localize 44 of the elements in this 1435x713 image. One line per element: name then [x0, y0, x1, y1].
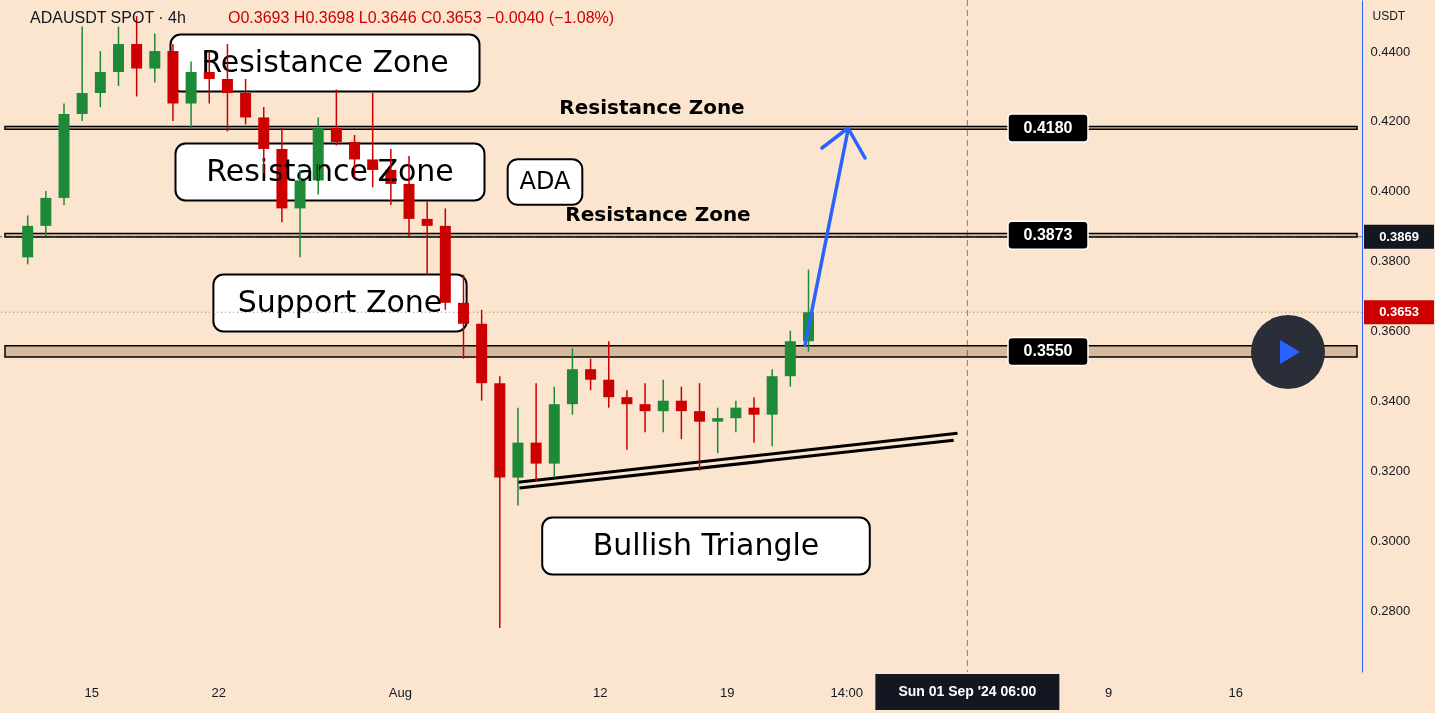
y-tick-label: 0.2800	[1370, 602, 1411, 618]
x-tick-label: 14:00	[830, 684, 864, 700]
candlestick	[694, 382, 706, 472]
candlestick	[330, 88, 342, 147]
y-tick-label: 0.4400	[1370, 43, 1411, 59]
y-tick-label: 0.4000	[1370, 183, 1411, 199]
x-tick-label: 19	[720, 684, 735, 700]
candlestick	[112, 25, 124, 87]
y-tick-label: 0.3800	[1370, 253, 1411, 269]
candlestick	[585, 357, 597, 391]
candlestick	[476, 309, 488, 402]
ref-line-label: 0.3869	[1379, 228, 1419, 244]
y-tick-label: 0.3000	[1370, 533, 1411, 549]
candlestick	[22, 214, 34, 266]
candlestick	[94, 50, 106, 108]
x-tick-label: 12	[592, 684, 608, 700]
x-tick-label: Aug	[388, 684, 412, 700]
annotation: Resistance Zone	[565, 202, 751, 226]
annotation: Resistance Zone	[559, 95, 745, 119]
text: ADAUSDT SPOT · 4h	[30, 9, 186, 26]
x-tick-label: 16	[1228, 684, 1243, 700]
ref-line-label: Sun 01 Sep '24 06:00	[898, 683, 1037, 699]
candlestick	[784, 330, 796, 388]
ref-line-label: 0.3653	[1379, 304, 1419, 320]
x-tick-label: 9	[1104, 684, 1113, 700]
candlestick	[712, 406, 724, 454]
candlestick	[548, 385, 560, 479]
y-tick-label: 0.3400	[1370, 393, 1411, 409]
y-tick-label: 0.3200	[1370, 463, 1411, 479]
candlestick	[566, 347, 578, 416]
annotation: ADA	[519, 167, 572, 195]
candlestick	[439, 207, 451, 311]
annotation: Bullish Triangle	[592, 527, 820, 562]
candlestick	[457, 274, 469, 360]
band-label: 0.3550	[1023, 342, 1073, 360]
x-tick-label: 22	[211, 684, 227, 700]
text: O0.3693 H0.3698 L0.3646 C0.3653 −0.0040 (−1.08%)	[228, 9, 615, 26]
y-axis-title: USDT	[1372, 8, 1406, 23]
band-label: 0.4180	[1023, 118, 1073, 136]
y-tick-label: 0.3600	[1370, 323, 1411, 339]
annotation: Support Zone	[237, 284, 443, 319]
band-label: 0.3873	[1023, 226, 1073, 244]
x-tick-label: 15	[84, 684, 99, 700]
y-tick-label: 0.4200	[1370, 113, 1411, 129]
